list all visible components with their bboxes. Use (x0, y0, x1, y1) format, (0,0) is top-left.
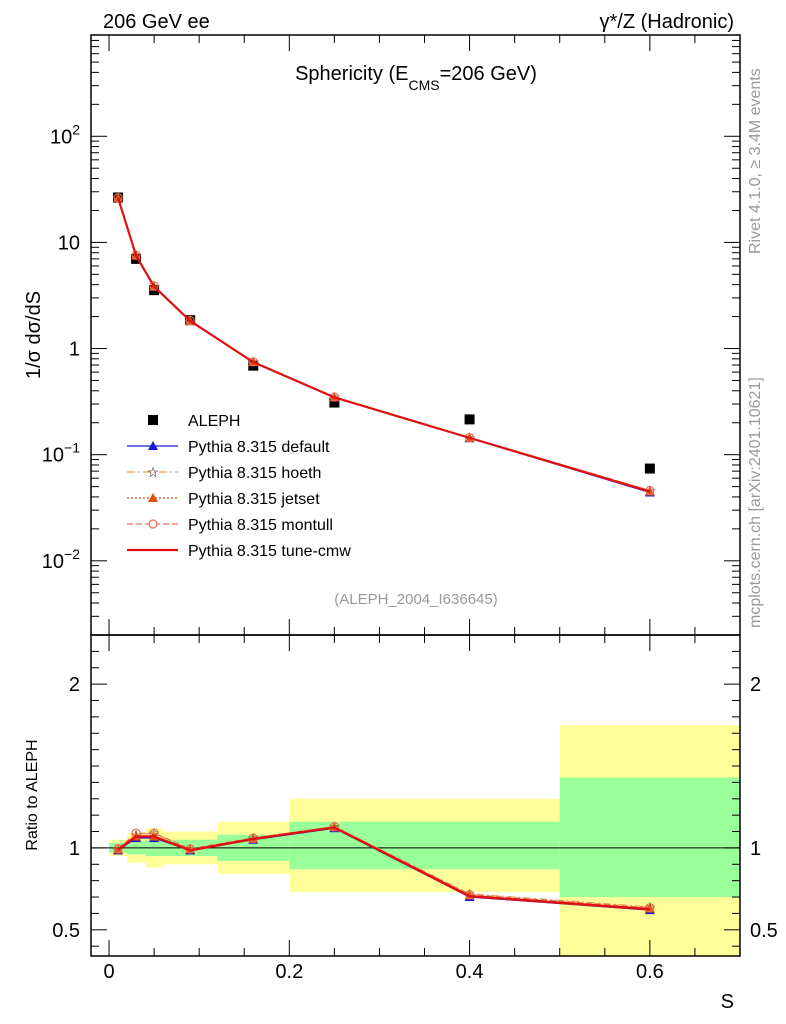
y-tick-label-base: 1 (69, 339, 80, 361)
y-tick-label: 102 (50, 121, 80, 148)
x-tick-label: 0.6 (636, 961, 664, 983)
y-tick-label-base: 10 (42, 445, 64, 467)
mc-point (131, 250, 141, 260)
stat-uncertainty-band (379, 821, 560, 870)
y-tick-label: 10−1 (42, 440, 80, 467)
legend-marker (148, 415, 158, 425)
mc-point (113, 192, 124, 202)
header-right: γ*/Z (Hadronic) (600, 11, 734, 33)
ratio-x-ticks (108, 635, 741, 956)
legend-marker (148, 493, 158, 502)
y-tick-label: 10 (58, 232, 80, 254)
legend-marker (148, 441, 158, 450)
y-tick-label: 1 (69, 339, 80, 361)
chart-title-end: =206 GeV) (440, 63, 537, 85)
series-line (116, 197, 651, 493)
mc-point (329, 392, 339, 402)
ratio-frame (90, 634, 741, 957)
main-plot-panel: Sphericity (ECMS=206 GeV) 1/σ dσ/dS 1021… (23, 34, 741, 636)
y-tick-label-base: 10 (42, 551, 64, 573)
ratio-y-tick-label-left: 2 (69, 674, 80, 696)
y-tick-label-base: 10 (58, 232, 80, 254)
ratio-bands (109, 725, 740, 956)
mc-point (113, 193, 123, 203)
ratio-plot-panel: ☆☆☆☆☆☆☆☆ 2 2 1 1 0.5 0.5 0 0.2 0.4 0.6 Ratio to … (24, 634, 778, 1013)
header-left: 206 GeV ee (103, 11, 210, 33)
mcplots-label: mcplots.cern.ch [arXiv:2401.10621] (747, 377, 764, 628)
ratio-y-tick-label-right: 1 (750, 838, 761, 860)
legend-label: Pythia 8.315 jetset (188, 491, 320, 508)
data-point (464, 414, 475, 425)
mc-point (149, 281, 159, 291)
legend-marker (148, 519, 158, 529)
y-tick-label-exp: 2 (72, 121, 80, 137)
legend: ALEPH Pythia 8.315 default ☆ Pythia 8.315 h… (127, 413, 351, 560)
ratio-y-tick-label-right: 2 (750, 674, 761, 696)
mc-point (185, 315, 195, 326)
analysis-ref: (ALEPH_2004_I636645) (334, 591, 497, 608)
mc-point (248, 357, 258, 367)
y-tick-label-exp: −2 (64, 546, 80, 562)
chart-title: Sphericity (ECMS=206 GeV) (295, 63, 537, 93)
ratio-point (113, 844, 123, 854)
legend-label: Pythia 8.315 default (188, 439, 330, 456)
ratio-point (329, 822, 339, 832)
legend-marker: ☆ (147, 464, 160, 480)
y-tick-label-base: 10 (50, 126, 72, 148)
ratio-y-tick-label-right: 0.5 (750, 920, 778, 942)
ratio-y-tick-labels: 2 2 1 1 0.5 0.5 (52, 674, 778, 942)
legend-label: Pythia 8.315 montull (188, 517, 333, 534)
ratio-y-tick-label-left: 1 (69, 838, 80, 860)
rivet-label: Rivet 4.1.0, ≥ 3.4M events (747, 68, 764, 254)
ratio-point (645, 903, 655, 913)
legend-label: ALEPH (188, 413, 240, 430)
legend-label: Pythia 8.315 hoeth (188, 465, 321, 482)
ratio-x-tick-labels: 0 0.2 0.4 0.6 (103, 961, 663, 983)
x-tick-label: 0.2 (275, 961, 303, 983)
y-tick-label: 10−2 (42, 546, 80, 573)
ratio-y-axis-label: Ratio to ALEPH (24, 739, 41, 850)
y-axis-label: 1/σ dσ/dS (23, 291, 45, 379)
legend-label: Pythia 8.315 tune-cmw (188, 543, 351, 560)
y-tick-label-exp: −1 (64, 440, 80, 456)
x-tick-label: 0.4 (456, 961, 484, 983)
stat-uncertainty-band (559, 777, 740, 898)
data-point (644, 463, 655, 474)
main-x-ticks (108, 35, 741, 635)
chart-title-sub: CMS (408, 77, 439, 93)
ratio-series-line (117, 826, 650, 911)
x-axis-label: S (721, 991, 734, 1013)
data-point (329, 397, 340, 408)
main-y-ticks (91, 34, 740, 636)
x-tick-label: 0 (103, 961, 114, 983)
chart-title-main: Sphericity (E (295, 63, 408, 85)
ratio-series-group: ☆☆☆☆☆☆☆☆ (112, 819, 656, 915)
main-series-group: ☆☆☆☆☆☆☆☆ (112, 190, 656, 499)
ratio-y-ticks (91, 650, 740, 947)
ratio-y-tick-label-left: 0.5 (52, 920, 80, 942)
ratio-series-line (117, 825, 650, 909)
